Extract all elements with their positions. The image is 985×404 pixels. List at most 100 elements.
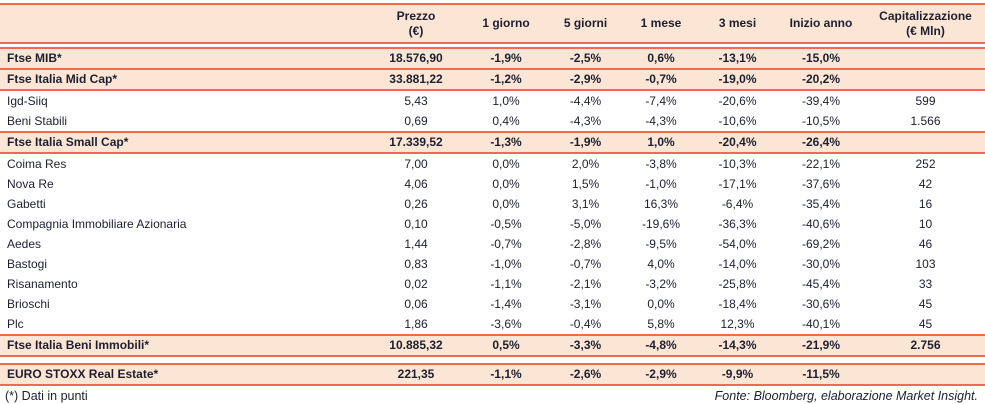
row-value: 0,6% [647, 51, 675, 65]
row-value: -3,2% [645, 276, 677, 291]
row-value: 5,43 [404, 93, 428, 108]
table-row: Ftse Italia Small Cap* 17.339,52 -1,3% -1,9… [0, 132, 985, 152]
row-value: -0,7% [569, 256, 602, 271]
row-value: -36,3% [718, 216, 757, 231]
row-value: -6,4% [721, 196, 754, 211]
row-value: 1,44 [404, 236, 428, 251]
row-name: Gabetti [7, 196, 46, 211]
row-value: -20,2% [801, 72, 841, 86]
row-value: -1,0% [645, 176, 677, 191]
separator-line [0, 130, 985, 133]
separator-line [0, 354, 985, 357]
separator-line [0, 42, 985, 44]
column-header-5-giorni: 5 giorni [548, 16, 623, 31]
row-value: 0,0% [492, 156, 520, 171]
column-header-prezzo: Prezzo (€) [368, 9, 464, 39]
row-value: -2,8% [569, 236, 602, 251]
row-value: -35,4% [801, 196, 841, 211]
separator-line [0, 46, 985, 49]
row-value: 103 [915, 256, 936, 271]
row-value: 4,06 [404, 176, 428, 191]
table-footer: (*) Dati in punti Fonte: Bloomberg, elab… [0, 386, 985, 403]
table-row: Brioschi 0,06 -1,4% -3,1% 0,0% -18,4% -30,6% 45 [0, 293, 985, 314]
row-value: 12,3% [720, 316, 755, 331]
row-value: 0,0% [492, 196, 520, 211]
row-value: -25,8% [718, 276, 757, 291]
column-header-3-mesi: 3 mesi [699, 16, 776, 31]
row-value: -3,6% [490, 316, 522, 331]
table-row: Nova Re 4,06 0,0% 1,5% -1,0% -17,1% -37,6% 42 [0, 173, 985, 194]
row-value: -17,1% [718, 176, 757, 191]
row-value: -7,4% [645, 93, 677, 108]
row-value: 0,26 [404, 196, 428, 211]
row-name: Ftse Italia Beni Immobili* [7, 338, 150, 352]
row-value: -37,6% [801, 176, 841, 191]
row-value: -1,4% [490, 296, 522, 311]
row-value: -54,0% [718, 236, 757, 251]
row-value: -22,1% [801, 156, 841, 171]
row-value: -40,1% [801, 316, 841, 331]
row-value: -30,6% [801, 296, 841, 311]
row-value: -45,4% [801, 276, 841, 291]
table-row: Plc 1,86 -3,6% -0,4% 5,8% 12,3% -40,1% 45 [0, 313, 985, 334]
row-value: 0,4% [492, 113, 520, 128]
row-value: -18,4% [718, 296, 757, 311]
table-row: Bastogi 0,83 -1,0% -0,7% 4,0% -14,0% -30,0% 103 [0, 253, 985, 274]
separator-line [0, 151, 985, 154]
separator-line [0, 67, 985, 70]
column-header-label: Prezzo [396, 8, 436, 23]
row-value: -10,3% [718, 156, 757, 171]
row-value: -9,5% [645, 236, 677, 251]
row-value: -0,7% [645, 72, 677, 86]
row-value: -5,0% [569, 216, 602, 231]
row-value: -2,1% [569, 276, 602, 291]
table-row: Ftse Italia Mid Cap* 33.881,22 -1,2% -2,9% -… [0, 69, 985, 89]
table-header-row: Prezzo (€) 1 giorno 5 giorni 1 mese 3 mesi Ini… [0, 5, 985, 42]
row-name: Ftse Italia Mid Cap* [7, 72, 118, 86]
row-value: -1,2% [490, 72, 522, 86]
separator-line [0, 88, 985, 91]
row-value: -1,1% [490, 367, 522, 381]
row-name: Brioschi [7, 296, 50, 311]
column-header-1-mese: 1 mese [623, 16, 699, 31]
row-value: -21,9% [801, 338, 841, 352]
row-value: 221,35 [397, 367, 435, 381]
row-value: 2,0% [571, 156, 600, 171]
row-name: Bastogi [7, 256, 48, 271]
column-header-sublabel: (€) [408, 23, 424, 38]
row-name: Ftse MIB* [7, 51, 62, 65]
row-value: -39,4% [801, 93, 841, 108]
separator-gap [0, 44, 985, 47]
table-row: Coima Res 7,00 0,0% 2,0% -3,8% -10,3% -22,1% 25… [0, 153, 985, 174]
row-name: Aedes [7, 236, 42, 251]
row-value: -2,6% [569, 367, 602, 381]
row-value: 33.881,22 [389, 72, 443, 86]
row-value: 17.339,52 [389, 135, 443, 149]
separator-line [0, 333, 985, 336]
row-value: 10.885,32 [389, 338, 443, 352]
table-row: Gabetti 0,26 0,0% 3,1% 16,3% -6,4% -35,4% 16 [0, 193, 985, 214]
separator-line [0, 362, 985, 365]
row-value: -3,8% [645, 156, 677, 171]
row-value: -1,9% [490, 51, 522, 65]
row-value: -69,2% [801, 236, 841, 251]
row-name: Igd-Siiq [7, 93, 48, 108]
row-value: 0,0% [492, 176, 520, 191]
row-value: -19,6% [641, 216, 681, 231]
row-value: 16 [918, 196, 933, 211]
row-value: 1,0% [492, 93, 520, 108]
column-header-label: Inizio anno [789, 16, 853, 30]
row-value: 1,5% [571, 176, 600, 191]
row-value: -13,1% [718, 51, 757, 65]
row-value: 42 [918, 176, 933, 191]
row-value: 45 [918, 296, 933, 311]
row-value: -15,0% [801, 51, 841, 65]
row-value: 1.566 [910, 113, 941, 128]
row-value: -20,6% [718, 93, 757, 108]
row-value: -2,9% [645, 367, 677, 381]
row-value: -2,5% [569, 51, 602, 65]
row-value: 252 [915, 156, 936, 171]
row-value: -0,7% [490, 236, 522, 251]
row-value: -4,3% [645, 113, 677, 128]
